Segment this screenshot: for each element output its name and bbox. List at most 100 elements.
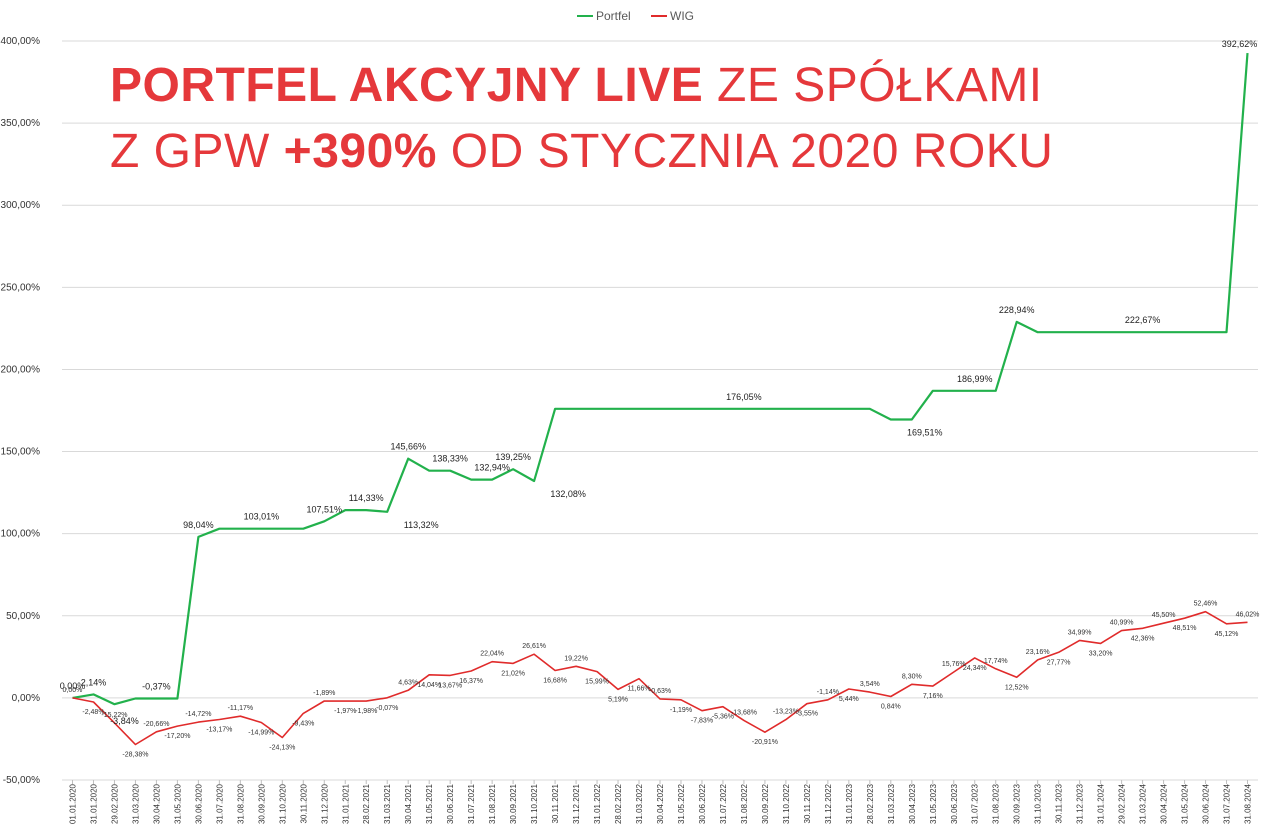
x-tick-label: 30.09.2021 [509,783,518,824]
x-tick-label: 30.11.2022 [803,783,812,823]
x-tick-label: 31.07.2024 [1223,783,1232,824]
x-tick-label: 29.02.2024 [1118,783,1127,824]
wig-data-label: 12,52% [1005,684,1029,691]
gridlines [62,40,1258,781]
wig-data-label: 19,22% [564,655,588,662]
y-tick-label: 0,00% [12,693,40,704]
portfel-data-label: 176,05% [726,392,762,402]
wig-data-label: 21,02% [501,670,525,677]
legend-label-wig: WIG [670,9,694,23]
wig-data-label: -5,36% [712,714,734,721]
wig-data-label: 48,51% [1173,625,1197,632]
wig-data-label: -1,19% [670,707,692,714]
wig-data-label: -17,20% [164,733,190,740]
wig-data-label: -1,97% [334,708,356,715]
y-tick-label: 250,00% [1,282,41,293]
x-tick-label: 30.06.2021 [446,783,455,824]
y-tick-label: 400,00% [1,36,41,47]
portfel-data-label: 392,62% [1222,39,1258,49]
x-tick-label: 31.05.2021 [425,783,434,824]
y-tick-label: 350,00% [1,118,41,129]
wig-data-label: 40,99% [1110,620,1134,627]
portfel-data-label: 113,32% [404,520,439,530]
x-tick-label: 31.01.2022 [593,783,602,824]
wig-data-label: 16,68% [543,677,567,684]
y-tick-label: 300,00% [1,200,41,211]
headline-line2-start: Z GPW [110,125,284,178]
x-tick-label: 30.04.2021 [404,783,413,824]
x-tick-label: 31.07.2020 [215,783,224,824]
wig-data-label: 14,04% [417,682,441,689]
x-tick-label: 31.07.2023 [971,783,980,824]
x-tick-label: 30.11.2023 [1055,783,1064,823]
portfel-data-label: 107,51% [307,504,343,514]
series-lines [72,53,1249,746]
y-tick-label: 200,00% [1,364,41,375]
x-tick-label: 31.05.2024 [1181,783,1190,824]
wig-data-label: -28,38% [122,751,148,758]
series-line-portfel [72,53,1249,706]
x-tick-label: 31.01.2023 [845,783,854,824]
wig-data-label: 52,46% [1194,601,1218,608]
x-tick-label: 30.11.2020 [299,783,308,823]
wig-data-label: -20,91% [752,739,778,746]
x-tick-label: 29.02.2020 [110,783,119,824]
x-tick-label: 30.09.2020 [257,783,266,824]
wig-data-label: 15,99% [585,679,609,686]
headline-line2-rest: OD STYCZNIA 2020 ROKU [436,125,1054,178]
x-tick-label: 30.04.2023 [908,783,917,824]
headline-line-2: Z GPW +390% OD STYCZNIA 2020 ROKU [110,128,1053,176]
wig-data-label: 3,54% [860,681,880,688]
wig-data-label: 45,50% [1152,612,1176,619]
portfel-data-label: 103,01% [244,512,280,522]
portfel-data-label: 114,33% [349,493,384,503]
wig-data-label: 4,63% [398,679,418,686]
wig-data-label: -15,22% [101,712,127,719]
portfel-data-label: 132,94% [474,463,510,473]
portfel-data-label: 0,00% [60,681,86,691]
x-tick-label: 31.10.2021 [530,783,539,824]
wig-data-label: -13,68% [731,709,757,716]
x-tick-label: 31.07.2021 [467,783,476,824]
wig-data-label: -3,55% [796,711,818,718]
wig-data-label: 7,16% [923,693,943,700]
wig-data-label: 5,44% [839,696,859,703]
x-tick-label: 30.09.2023 [1013,783,1022,824]
wig-data-label: 33,20% [1089,650,1113,657]
wig-data-label: 8,30% [902,673,922,680]
wig-data-label: 15,76% [942,661,966,668]
y-tick-label: 50,00% [6,611,40,622]
x-tick-label: 31.05.2020 [173,783,182,824]
x-tick-label: 30.09.2022 [761,783,770,824]
wig-data-label: -0,63% [649,688,671,695]
x-tick-label: 31.12.2023 [1076,783,1085,824]
x-tick-label: 28.02.2023 [866,783,875,824]
portfel-data-label: 186,99% [957,374,993,384]
wig-data-label: 5,19% [608,696,628,703]
x-tick-label: 31.03.2023 [887,783,896,824]
wig-data-label: 11,66% [627,686,650,693]
wig-data-label: 26,61% [522,643,546,650]
x-tick-label: 31.05.2022 [677,783,686,824]
x-tick-label: 31.03.2024 [1139,783,1148,824]
wig-data-label: 13,67% [438,682,462,689]
wig-data-label: -9,43% [292,720,314,727]
x-tick-label: 31.10.2020 [278,783,287,824]
portfel-data-label: 228,94% [999,305,1035,315]
portfel-data-label: 2,14% [81,677,107,687]
wig-data-label: -11,17% [228,705,254,712]
wig-data-label: 46,02% [1236,611,1260,618]
wig-data-label: 24,34% [963,665,987,672]
portfel-data-label: 132,08% [550,489,586,499]
x-tick-label: 31.03.2022 [635,783,644,824]
headline-line-1: PORTFEL AKCYJNY LIVE ZE SPÓŁKAMI [110,62,1053,110]
wig-data-label: 22,04% [480,651,504,658]
y-tick-label: 150,00% [1,447,41,458]
x-tick-label: 31.03.2020 [131,783,140,824]
portfel-data-label: 222,67% [1125,315,1161,325]
x-tick-label: 31.01.2021 [341,783,350,824]
x-tick-label: 30.06.2022 [698,783,707,824]
x-tick-label: 30.04.2020 [152,783,161,824]
portfel-data-label: 98,04% [183,520,214,530]
wig-data-label: 17,74% [984,658,1008,665]
